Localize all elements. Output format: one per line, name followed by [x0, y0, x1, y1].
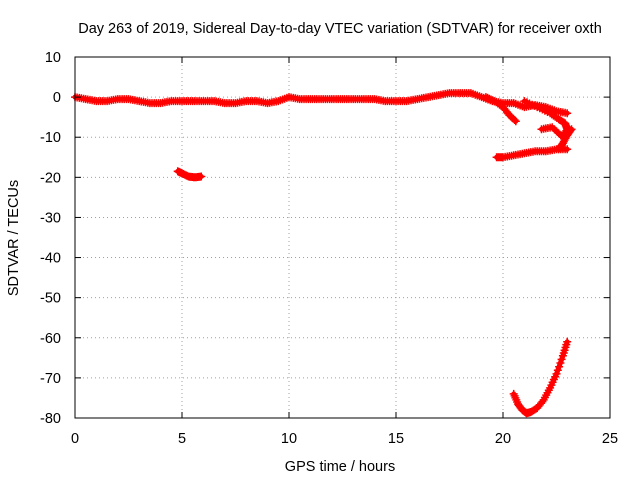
- y-tick-label: -40: [40, 251, 61, 267]
- x-tick-label: 20: [495, 431, 511, 447]
- x-tick-label: 5: [178, 431, 186, 447]
- data-point: [553, 366, 562, 375]
- series-connector-trace: [554, 125, 576, 154]
- x-tick-label: 25: [602, 431, 618, 447]
- data-point: [511, 117, 520, 126]
- data-point: [563, 109, 572, 118]
- y-axis-label: SDTVAR / TECUs: [6, 180, 22, 296]
- y-tick-label: 10: [45, 50, 61, 66]
- plot-frame: [74, 56, 611, 419]
- series-descending-trace: [481, 93, 520, 126]
- y-tick-label: -60: [40, 331, 61, 347]
- series-early-fragment: [173, 167, 206, 182]
- data-point: [563, 337, 572, 346]
- y-tick-label: -30: [40, 210, 61, 226]
- x-tick-label: 10: [281, 431, 297, 447]
- data-point: [537, 125, 546, 134]
- data-point: [555, 362, 564, 371]
- y-tick-label: -70: [40, 371, 61, 387]
- series-deep-arc: [509, 337, 572, 418]
- data-point: [510, 116, 519, 124]
- x-tick-label: 15: [388, 431, 404, 447]
- data-point: [567, 125, 576, 134]
- data-point: [197, 172, 206, 181]
- data-point: [566, 126, 575, 135]
- series-zigzag-trace: [520, 97, 572, 142]
- data-point: [556, 359, 565, 367]
- grid-layer: [75, 57, 610, 418]
- data-point: [552, 369, 561, 378]
- y-tick-label: -20: [40, 170, 61, 186]
- chart-title: Day 263 of 2019, Sidereal Day-to-day VTE…: [78, 21, 602, 37]
- data-point: [563, 145, 572, 154]
- x-tick-label: 0: [71, 431, 79, 447]
- data-point: [557, 355, 566, 364]
- y-tick-label: 0: [53, 90, 61, 106]
- tick-layer: 10 0 -10 -20 -30 -40 -50 -60 -70 -80 0 5 10 15 20 25: [40, 50, 618, 447]
- y-tick-label: -80: [40, 411, 61, 427]
- series-main-arc: [71, 89, 572, 118]
- y-tick-label: -10: [40, 130, 61, 146]
- data-point: [538, 397, 547, 406]
- x-axis-label: GPS time / hours: [285, 459, 395, 475]
- y-tick-label: -50: [40, 291, 61, 307]
- data-layer: [71, 89, 576, 418]
